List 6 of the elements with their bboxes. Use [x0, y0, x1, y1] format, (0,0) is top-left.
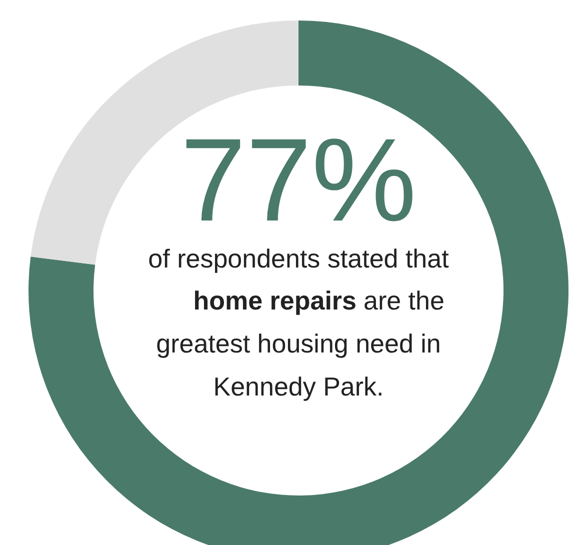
data-label: 77%	[180, 114, 417, 246]
text: greatest housing need in	[156, 328, 441, 358]
text: of respondents stated that	[148, 244, 450, 274]
text: home repairs	[193, 286, 357, 316]
text: Kennedy Park.	[213, 372, 384, 402]
text: are the	[364, 286, 444, 316]
